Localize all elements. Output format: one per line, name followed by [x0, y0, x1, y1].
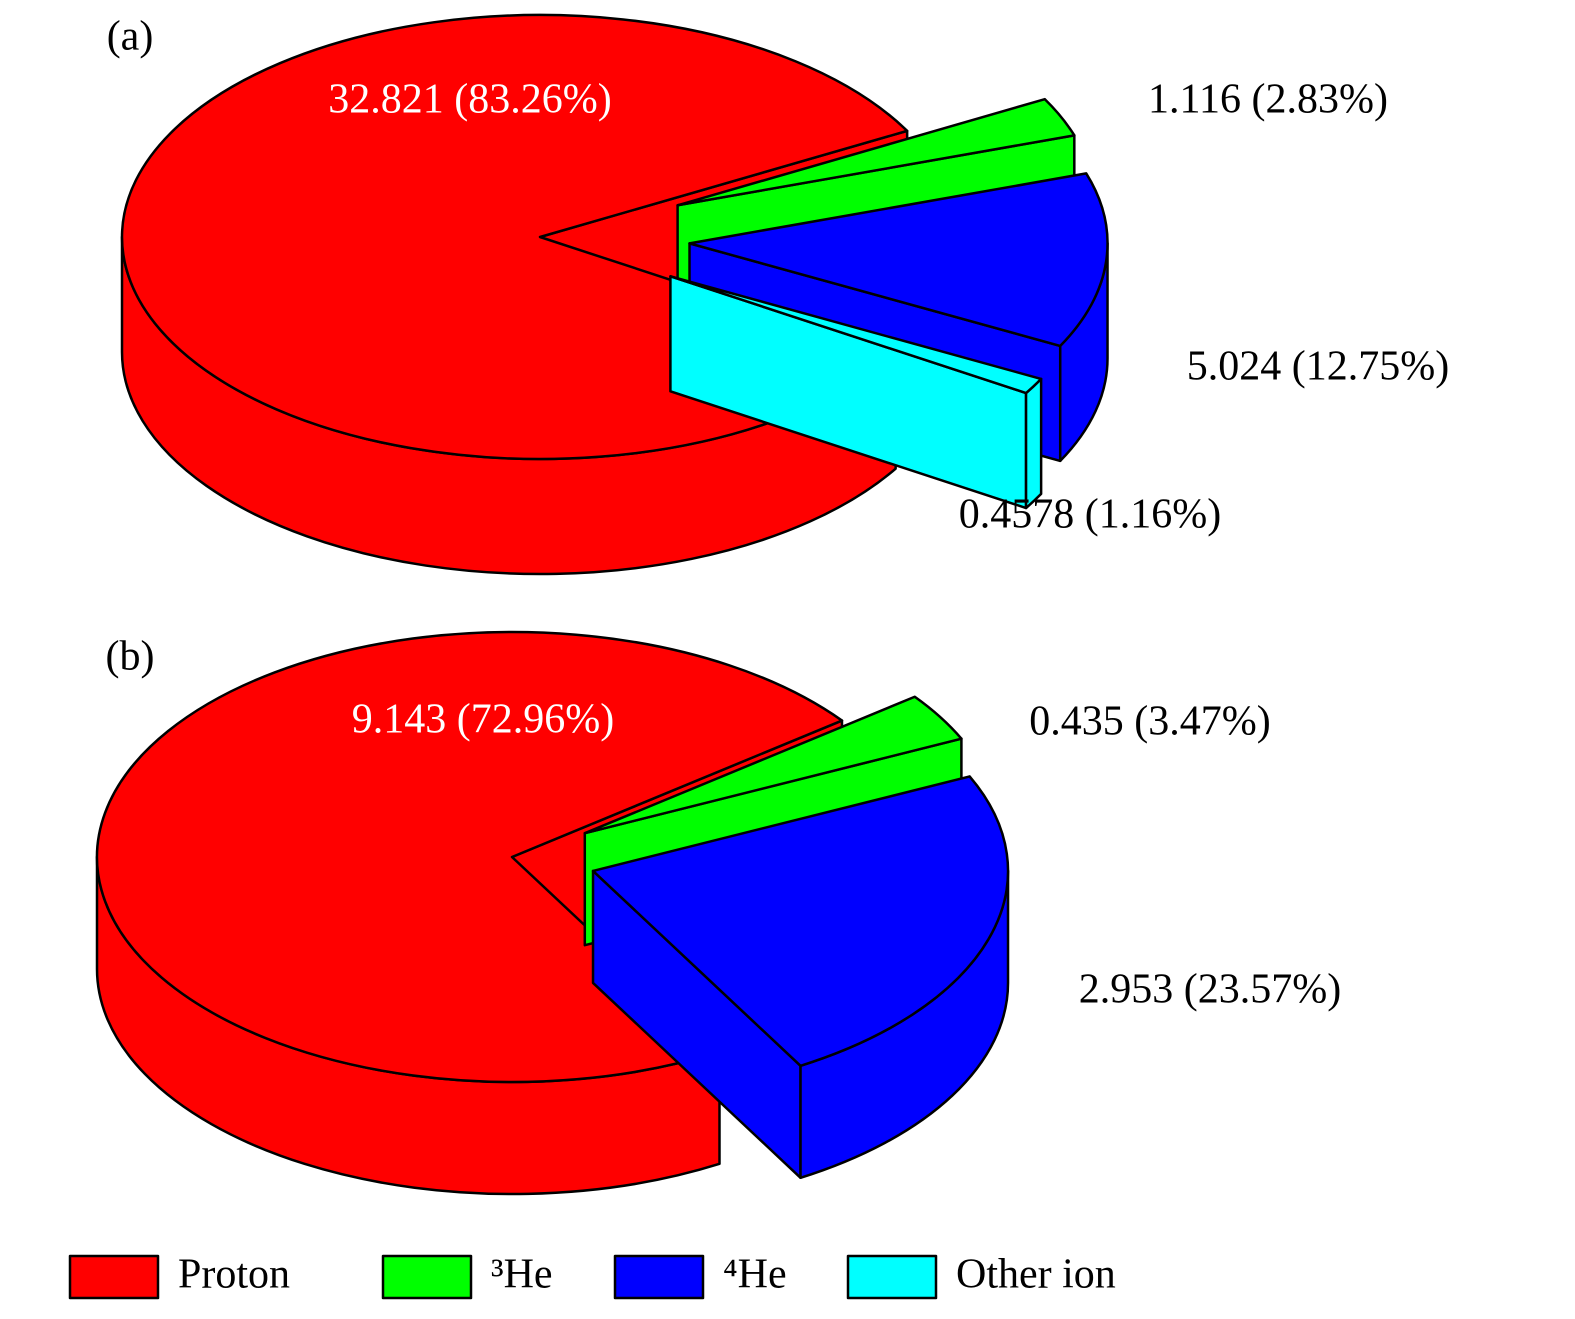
slice-wall	[1024, 377, 1043, 510]
slice	[688, 172, 1109, 348]
value-label: 2.953 (23.57%)	[1079, 967, 1341, 1013]
value-label: 32.821 (83.26%)	[328, 77, 611, 123]
value-label: 1.116 (2.83%)	[1148, 77, 1388, 123]
legend-label: ³He	[491, 1252, 553, 1298]
slice	[583, 695, 963, 835]
legend-label: Other ion	[956, 1252, 1116, 1298]
legend-swatch	[846, 1254, 938, 1300]
slice	[591, 775, 1010, 1068]
legend-label: Proton	[178, 1252, 290, 1298]
legend-label: ⁴He	[723, 1252, 787, 1298]
value-label: 0.435 (3.47%)	[1029, 699, 1270, 745]
slice	[669, 275, 1043, 395]
legend-swatch	[381, 1254, 473, 1300]
legend-swatch	[68, 1254, 160, 1300]
legend-swatch	[613, 1254, 705, 1300]
panel-title: (a)	[107, 14, 154, 60]
slice	[95, 630, 844, 1084]
value-label: 0.4578 (1.16%)	[959, 492, 1221, 538]
value-label: 9.143 (72.96%)	[352, 697, 614, 743]
value-label: 5.024 (12.75%)	[1187, 344, 1449, 390]
panel-title: (b)	[106, 634, 155, 680]
slice	[676, 97, 1076, 207]
